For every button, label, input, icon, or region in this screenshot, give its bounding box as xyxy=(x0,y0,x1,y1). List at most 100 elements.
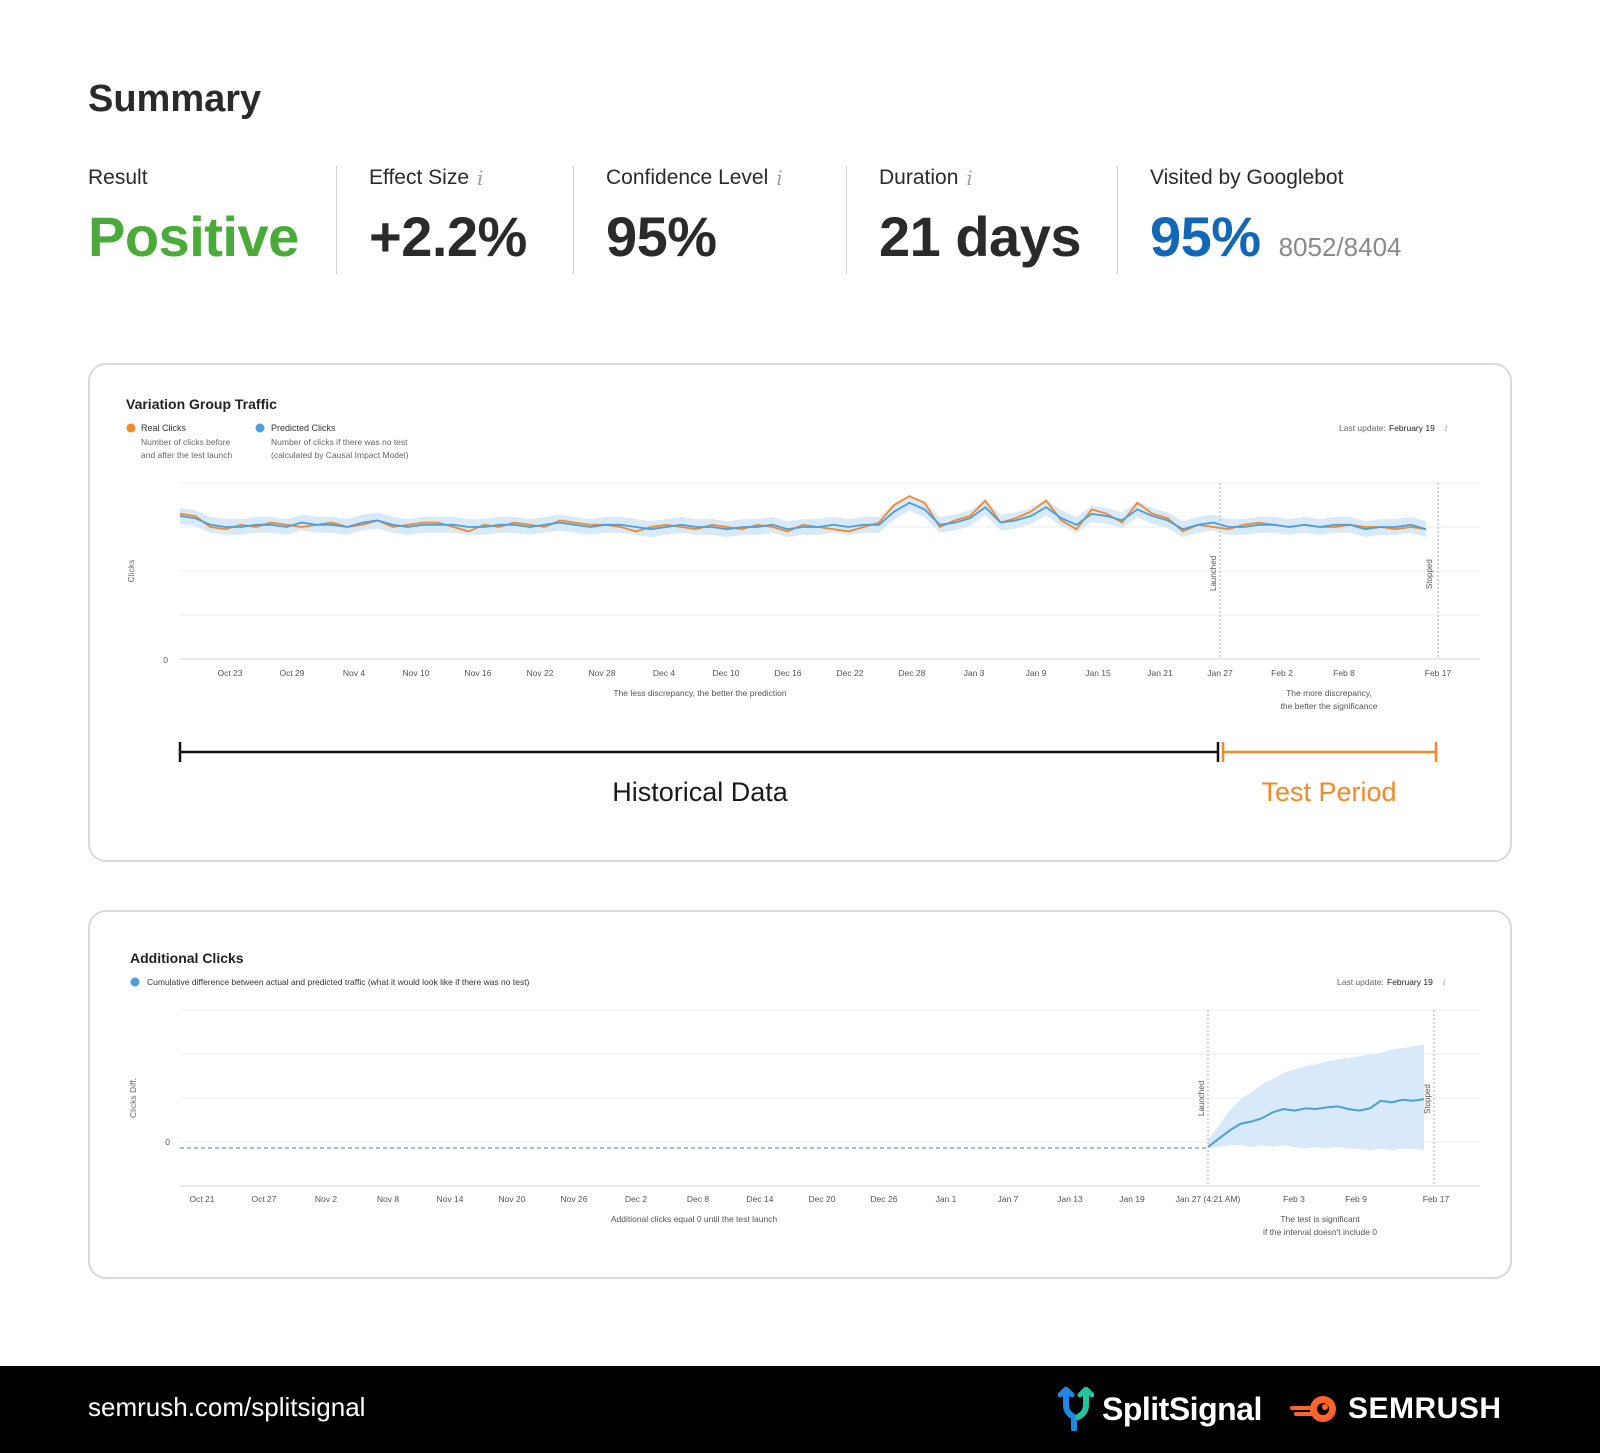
splitsignal-logo: SplitSignal xyxy=(1058,1384,1262,1434)
x-tick-label: Feb 9 xyxy=(1345,1194,1367,1204)
x-tick-label: Nov 2 xyxy=(315,1194,337,1204)
last-update-label: Last update: xyxy=(1337,977,1384,987)
additional-clicks-card: Additional Clicks Cumulative difference … xyxy=(88,910,1512,1279)
googlebot-label: Visited by Googlebot xyxy=(1150,166,1344,189)
semrush-logo-icon xyxy=(1290,1396,1336,1422)
x-tick-label: Nov 10 xyxy=(403,668,430,678)
x-tick-label: Feb 2 xyxy=(1271,668,1293,678)
legend-predicted-label: Predicted Clicks xyxy=(271,423,336,433)
x-tick-label: Feb 8 xyxy=(1333,668,1355,678)
traffic-zero-label: 0 xyxy=(163,655,168,665)
effect-value: +2.2% xyxy=(369,205,527,268)
footer-url[interactable]: semrush.com/splitsignal xyxy=(88,1392,366,1422)
traffic-plot xyxy=(179,494,1427,538)
last-update-label: Last update: xyxy=(1339,423,1386,433)
stopped-label: Stopped xyxy=(1425,559,1434,589)
x-tick-label: Oct 23 xyxy=(217,668,242,678)
confidence-value: 95% xyxy=(606,205,717,268)
variation-traffic-chart: Variation Group Traffic Real Clicks Numb… xyxy=(126,396,1480,807)
semrush-logo-text: SEMRUSH xyxy=(1348,1392,1502,1425)
page-title: Summary xyxy=(88,78,262,120)
confidence-label: Confidence Level xyxy=(606,166,769,189)
x-tick-label: Dec 28 xyxy=(899,668,926,678)
x-tick-label: Jan 15 xyxy=(1085,668,1111,678)
test-period-bracket xyxy=(1221,742,1438,762)
x-tick-label: Dec 16 xyxy=(775,668,802,678)
x-tick-label: Dec 20 xyxy=(809,1194,836,1204)
clicks-zero-label: 0 xyxy=(165,1137,170,1147)
legend-real-dot xyxy=(126,423,136,433)
duration-value: 21 days xyxy=(879,205,1082,268)
x-tick-label: Nov 22 xyxy=(527,668,554,678)
cumulative-difference-line xyxy=(1207,1098,1425,1148)
x-tick-label: Jan 1 xyxy=(936,1194,957,1204)
x-tick-label: Nov 26 xyxy=(561,1194,588,1204)
traffic-note-right: the better the significance xyxy=(1281,701,1378,711)
x-tick-label: Jan 27 xyxy=(1207,668,1233,678)
x-tick-label: Jan 9 xyxy=(1026,668,1047,678)
x-tick-label: Jan 19 xyxy=(1119,1194,1145,1204)
traffic-x-axis: Oct 23 Oct 29 Nov 4 Nov 10 Nov 16 Nov 22 Nov 2… xyxy=(217,668,1451,678)
x-tick-label: Nov 4 xyxy=(343,668,365,678)
googlebot-value: 95% xyxy=(1150,205,1261,268)
legend-predicted-desc: Number of clicks if there was no test xyxy=(271,437,408,447)
last-update-value: February 19 xyxy=(1387,977,1433,987)
splitsignal-logo-icon xyxy=(1058,1387,1094,1431)
confidence-interval-band xyxy=(1208,1044,1424,1151)
x-tick-label: Dec 2 xyxy=(625,1194,647,1204)
semrush-logo: SEMRUSH xyxy=(1290,1384,1502,1434)
launched-label: Launched xyxy=(1197,1081,1206,1116)
metric-divider xyxy=(336,166,337,274)
splitsignal-logo-text: SplitSignal xyxy=(1102,1390,1262,1427)
clicks-plot xyxy=(1207,1044,1425,1151)
traffic-note-right: The more discrepancy, xyxy=(1286,688,1372,698)
predicted-interval-band xyxy=(180,494,1426,538)
duration-label: Duration xyxy=(879,166,959,189)
result-value: Positive xyxy=(88,205,299,268)
metric-divider xyxy=(573,166,574,274)
x-tick-label: Oct 21 xyxy=(189,1194,214,1204)
x-tick-label: Nov 20 xyxy=(499,1194,526,1204)
metric-divider xyxy=(846,166,847,274)
clicks-note-right: if the interval doesn't include 0 xyxy=(1263,1227,1377,1237)
googlebot-count: 8052/8404 xyxy=(1278,232,1402,262)
clicks-note-right: The test is significant xyxy=(1280,1214,1360,1224)
x-tick-label: Jan 27 (4:21 AM) xyxy=(1176,1194,1241,1204)
metric-googlebot: Visited by Googlebot 95% 8052/8404 xyxy=(1118,166,1478,276)
traffic-chart-title: Variation Group Traffic xyxy=(126,396,277,412)
legend-real-desc: and after the test launch xyxy=(141,450,232,460)
test-period-label: Test Period xyxy=(1261,777,1396,807)
x-tick-label: Feb 3 xyxy=(1283,1194,1305,1204)
traffic-gridlines xyxy=(180,482,1480,616)
x-tick-label: Jan 13 xyxy=(1057,1194,1083,1204)
info-icon[interactable]: i xyxy=(966,166,973,190)
info-icon[interactable]: i xyxy=(477,166,484,190)
info-icon[interactable]: i xyxy=(1443,977,1446,987)
x-tick-label: Dec 10 xyxy=(713,668,740,678)
x-tick-label: Dec 8 xyxy=(687,1194,709,1204)
footer: semrush.com/splitsignal SplitSignal SEMR… xyxy=(0,1366,1600,1453)
legend-predicted-desc: (calculated by Causal Impact Model) xyxy=(271,450,409,460)
real-clicks-line xyxy=(179,495,1427,533)
info-icon[interactable]: i xyxy=(1445,423,1448,433)
info-icon[interactable]: i xyxy=(776,166,783,190)
legend-cumulative-label: Cumulative difference between actual and… xyxy=(147,977,530,987)
x-tick-label: Jan 21 xyxy=(1147,668,1173,678)
historical-bracket xyxy=(178,742,1220,762)
traffic-y-axis-label: Clicks xyxy=(126,560,136,583)
x-tick-label: Feb 17 xyxy=(1425,668,1452,678)
x-tick-label: Nov 8 xyxy=(377,1194,399,1204)
x-tick-label: Dec 14 xyxy=(747,1194,774,1204)
x-tick-label: Dec 22 xyxy=(837,668,864,678)
legend-real-desc: Number of clicks before xyxy=(141,437,231,447)
x-tick-label: Jan 3 xyxy=(964,668,985,678)
traffic-note-left: The less discrepancy, the better the pre… xyxy=(613,688,787,698)
effect-label: Effect Size xyxy=(369,166,469,189)
x-tick-label: Nov 16 xyxy=(465,668,492,678)
x-tick-label: Oct 27 xyxy=(251,1194,276,1204)
launched-label: Launched xyxy=(1209,556,1218,591)
metric-effect-size: Effect Size i +2.2% xyxy=(337,166,573,276)
x-tick-label: Dec 4 xyxy=(653,668,675,678)
legend-predicted-dot xyxy=(255,423,265,433)
x-tick-label: Dec 26 xyxy=(871,1194,898,1204)
